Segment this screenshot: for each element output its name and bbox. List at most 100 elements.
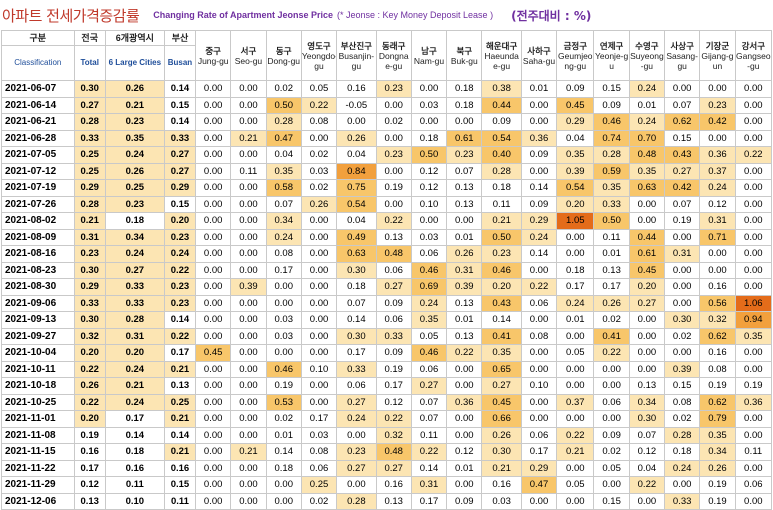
- value-cell: 0.20: [73, 344, 106, 362]
- value-cell: 0.18: [556, 261, 595, 279]
- value-cell: 0.10: [410, 195, 448, 213]
- table-row: 2021-06-28 0.33 0.35 0.33 0.00 0.21 0.47 0.00 0.…: [1, 129, 773, 147]
- value-cell: 0.00: [446, 113, 483, 131]
- value-cell: 0.00: [230, 80, 267, 98]
- value-cell: 0.62: [699, 393, 736, 411]
- value-cell: 0.00: [230, 261, 267, 279]
- value-cell: 0.00: [300, 294, 338, 312]
- value-cell: 0.00: [230, 327, 267, 345]
- value-cell: 0.32: [73, 327, 106, 345]
- value-cell: 0.13: [446, 179, 483, 197]
- value-cell: 0.15: [664, 129, 701, 147]
- value-cell: 0.06: [336, 377, 377, 395]
- table-row: 2021-11-29 0.12 0.11 0.15 0.00 0.00 0.00 0.25 0.…: [1, 476, 773, 494]
- value-cell: 0.00: [230, 459, 267, 477]
- value-cell: 0.14: [163, 311, 197, 329]
- value-cell: 0.45: [195, 344, 232, 362]
- district-header: 금정구 Geumjeong-gu: [556, 30, 595, 81]
- value-cell: 0.06: [375, 261, 412, 279]
- value-cell: 0.21: [104, 377, 165, 395]
- value-cell: 0.26: [336, 129, 377, 147]
- value-cell: 0.09: [520, 146, 558, 164]
- date-cell: 2021-10-04: [1, 344, 75, 362]
- table-row: 2021-07-26 0.28 0.23 0.15 0.00 0.00 0.07 0.26 0.…: [1, 195, 773, 213]
- value-cell: 0.00: [230, 96, 267, 114]
- value-cell: 0.00: [265, 476, 302, 494]
- value-cell: 0.00: [195, 261, 232, 279]
- value-cell: 0.00: [446, 360, 483, 378]
- value-cell: 0.15: [163, 476, 197, 494]
- value-cell: 0.48: [628, 146, 666, 164]
- value-cell: 0.00: [265, 492, 302, 510]
- value-cell: 0.61: [446, 129, 483, 147]
- value-cell: 0.00: [699, 261, 736, 279]
- value-cell: 0.00: [230, 212, 267, 230]
- value-cell: 0.35: [628, 162, 666, 180]
- value-cell: 0.30: [481, 443, 522, 461]
- value-cell: 0.54: [556, 179, 595, 197]
- value-cell: 0.17: [265, 261, 302, 279]
- value-cell: 0.24: [628, 80, 666, 98]
- table-row: 2021-08-23 0.30 0.27 0.22 0.00 0.00 0.17 0.00 0.…: [1, 261, 773, 279]
- value-cell: 0.27: [375, 459, 412, 477]
- value-cell: 0.00: [230, 344, 267, 362]
- value-cell: 0.66: [481, 410, 522, 428]
- value-cell: 0.38: [481, 80, 522, 98]
- value-cell: 0.12: [410, 179, 448, 197]
- total-ko-header: 전국: [73, 30, 106, 46]
- value-cell: 0.00: [556, 492, 595, 510]
- value-cell: 0.35: [734, 327, 773, 345]
- value-cell: 0.30: [664, 311, 701, 329]
- title-korean: 아파트 전세가격증감률: [2, 6, 140, 25]
- table-row: 2021-08-16 0.23 0.24 0.24 0.00 0.00 0.08 0.00 0.…: [1, 245, 773, 263]
- value-cell: 0.00: [628, 492, 666, 510]
- value-cell: 0.00: [195, 410, 232, 428]
- value-cell: 0.17: [73, 459, 106, 477]
- table-row: 2021-09-06 0.33 0.33 0.23 0.00 0.00 0.00 0.00 0.…: [1, 294, 773, 312]
- value-cell: 0.30: [628, 410, 666, 428]
- value-cell: 0.46: [410, 344, 448, 362]
- value-cell: 0.00: [628, 195, 666, 213]
- value-cell: 0.26: [104, 80, 165, 98]
- value-cell: 0.13: [73, 492, 106, 510]
- value-cell: 0.16: [104, 459, 165, 477]
- value-cell: 0.00: [195, 327, 232, 345]
- date-cell: 2021-11-22: [1, 459, 75, 477]
- district-header: 서구 Seo-gu: [230, 30, 267, 81]
- value-cell: 0.25: [300, 476, 338, 494]
- value-cell: 0.30: [336, 327, 377, 345]
- value-cell: 0.33: [593, 195, 630, 213]
- value-cell: 0.22: [734, 146, 773, 164]
- value-cell: 0.00: [520, 261, 558, 279]
- value-cell: 0.00: [664, 80, 701, 98]
- value-cell: 0.07: [410, 393, 448, 411]
- value-cell: 0.50: [410, 146, 448, 164]
- value-cell: 0.48: [375, 245, 412, 263]
- value-cell: 0.34: [104, 228, 165, 246]
- value-cell: 0.28: [664, 426, 701, 444]
- value-cell: 0.36: [520, 129, 558, 147]
- date-cell: 2021-07-05: [1, 146, 75, 164]
- value-cell: 0.25: [73, 146, 106, 164]
- value-cell: 0.27: [336, 459, 377, 477]
- value-cell: 0.74: [593, 129, 630, 147]
- date-cell: 2021-07-12: [1, 162, 75, 180]
- value-cell: 0.24: [104, 146, 165, 164]
- value-cell: 0.43: [664, 146, 701, 164]
- value-cell: 0.00: [230, 426, 267, 444]
- value-cell: 0.00: [195, 96, 232, 114]
- value-cell: 0.00: [195, 245, 232, 263]
- district-header: 북구 Buk-gu: [446, 30, 483, 81]
- value-cell: 0.00: [628, 327, 666, 345]
- table-row: 2021-10-04 0.20 0.20 0.17 0.45 0.00 0.00 0.00 0.…: [1, 344, 773, 362]
- value-cell: 0.03: [410, 228, 448, 246]
- title-bar: 아파트 전세가격증감률 Changing Rate of Apartment J…: [0, 0, 773, 30]
- table-row: 2021-06-14 0.27 0.21 0.15 0.00 0.00 0.50 0.22 -0…: [1, 96, 773, 114]
- value-cell: 0.00: [300, 393, 338, 411]
- date-cell: 2021-06-14: [1, 96, 75, 114]
- value-cell: 0.05: [556, 476, 595, 494]
- value-cell: 0.69: [410, 278, 448, 296]
- value-cell: 0.08: [300, 113, 338, 131]
- date-cell: 2021-08-30: [1, 278, 75, 296]
- value-cell: 0.19: [73, 426, 106, 444]
